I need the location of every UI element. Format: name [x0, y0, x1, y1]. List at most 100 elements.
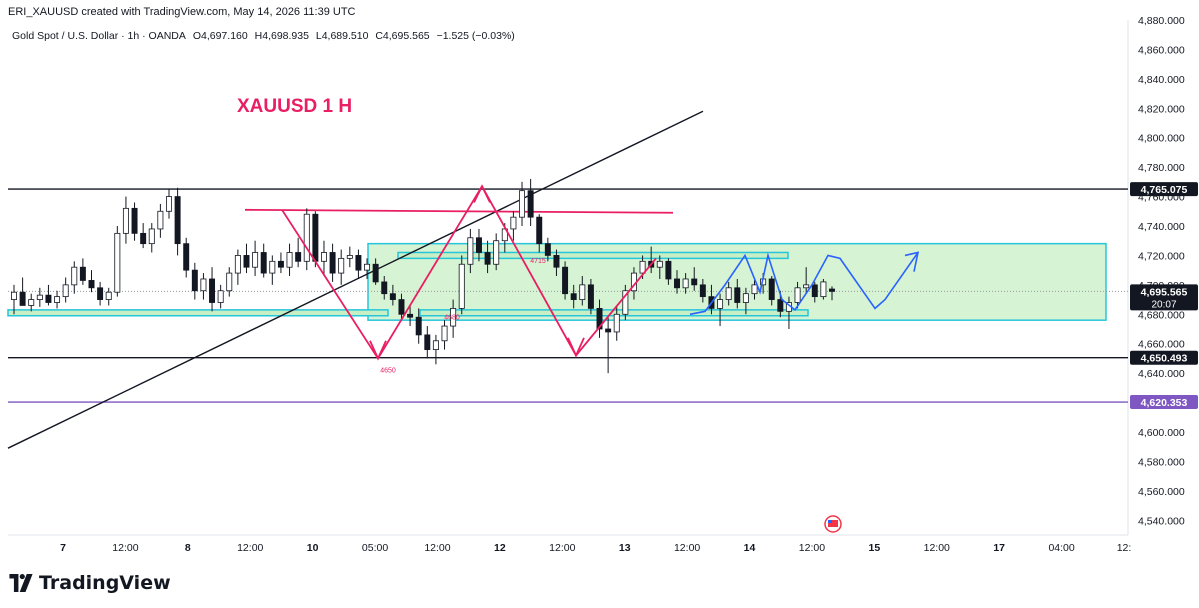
candle-body — [510, 216, 517, 230]
candle — [811, 281, 818, 303]
candle-body — [656, 260, 663, 268]
candle-body — [45, 294, 52, 303]
price-label-box — [1130, 350, 1198, 365]
candle-body — [105, 291, 112, 300]
y-tick-label: 4,560.000 — [1138, 486, 1185, 498]
candle — [596, 299, 603, 338]
candle — [260, 243, 267, 278]
candle-body — [458, 263, 465, 309]
candle — [389, 284, 396, 306]
x-tick-label: 8 — [185, 542, 191, 554]
candle-body — [475, 237, 482, 253]
candle-body — [674, 278, 680, 289]
candle — [338, 249, 345, 285]
candle-body — [415, 316, 422, 336]
candle — [286, 243, 293, 277]
event-flag — [828, 520, 838, 527]
tradingview-logo[interactable]: TradingView — [8, 572, 171, 594]
candle-body — [734, 287, 741, 303]
x-tick-label: 17 — [993, 542, 1005, 554]
candle — [803, 267, 810, 294]
brand-name: TradingView — [39, 572, 171, 594]
candle-body — [794, 287, 801, 303]
candle-body — [596, 307, 603, 330]
candle-body — [157, 210, 164, 230]
x-tick-label: 12:00 — [924, 542, 950, 554]
candle-body — [11, 291, 17, 300]
candle-body — [209, 278, 216, 303]
x-tick-label: 12 — [494, 542, 506, 554]
candle-body — [398, 299, 405, 315]
candle — [458, 255, 465, 315]
candle-body — [148, 228, 155, 245]
candle — [36, 287, 43, 307]
candle — [191, 262, 198, 300]
candle-body — [519, 190, 526, 218]
candle-body — [484, 252, 491, 265]
candle-body — [97, 287, 104, 300]
y-tick-label: 4,660.000 — [1138, 339, 1185, 351]
candle-body — [665, 260, 672, 280]
candle — [579, 276, 586, 306]
candle — [114, 226, 121, 297]
candle — [424, 326, 431, 359]
candle — [303, 208, 310, 271]
candle — [613, 305, 620, 341]
x-tick-label: 15 — [869, 542, 881, 554]
candle-body — [544, 243, 551, 256]
candle-body — [493, 240, 500, 265]
candle — [209, 267, 216, 312]
candle — [131, 202, 138, 241]
candle — [820, 278, 827, 300]
candle-body — [389, 293, 396, 300]
candle — [691, 267, 698, 291]
candle — [484, 240, 491, 274]
pink-arrowhead — [473, 184, 491, 203]
candle-body — [19, 291, 26, 306]
candle-body — [717, 299, 724, 309]
candle — [398, 293, 405, 321]
candle-body — [622, 290, 629, 315]
candle — [97, 281, 104, 306]
candle — [234, 249, 241, 285]
y-tick-label: 4,540.000 — [1138, 515, 1185, 527]
candle — [605, 317, 612, 374]
candle-body — [79, 266, 86, 281]
legend-low: L4,689.510 — [315, 30, 369, 42]
price-label-text: 4,620.353 — [1141, 397, 1188, 409]
candle — [243, 243, 250, 274]
tradingview-logo-icon — [9, 574, 33, 592]
candle — [105, 287, 112, 306]
x-tick-label: 13 — [619, 542, 631, 554]
chart-attribution: ERI_XAUUSD created with TradingView.com,… — [8, 6, 356, 18]
candle — [320, 240, 327, 277]
candle — [346, 246, 353, 268]
candle — [725, 281, 732, 306]
candle-body — [381, 281, 388, 295]
event-flag-canton — [828, 520, 832, 523]
candle — [71, 261, 78, 294]
y-tick-label: 4,780.000 — [1138, 162, 1185, 174]
candle-body — [200, 278, 207, 292]
candle-body — [639, 260, 646, 274]
candle — [157, 203, 164, 238]
candle-body — [260, 252, 267, 274]
candle-body — [768, 278, 775, 300]
x-tick-label: 12:00 — [424, 542, 450, 554]
trend-line — [7, 110, 704, 449]
candle-body — [467, 237, 474, 265]
candle-body — [36, 294, 43, 300]
candle — [122, 196, 129, 244]
price-label-box — [1130, 395, 1198, 410]
candle — [527, 178, 534, 226]
y-tick-label: 4,680.000 — [1138, 309, 1185, 321]
candle-body — [372, 263, 379, 283]
pink-arrowhead — [567, 337, 585, 358]
candle-body — [562, 266, 569, 295]
y-tick-label: 4,880.000 — [1138, 15, 1185, 27]
candle — [174, 187, 181, 256]
candle-body — [71, 266, 78, 286]
